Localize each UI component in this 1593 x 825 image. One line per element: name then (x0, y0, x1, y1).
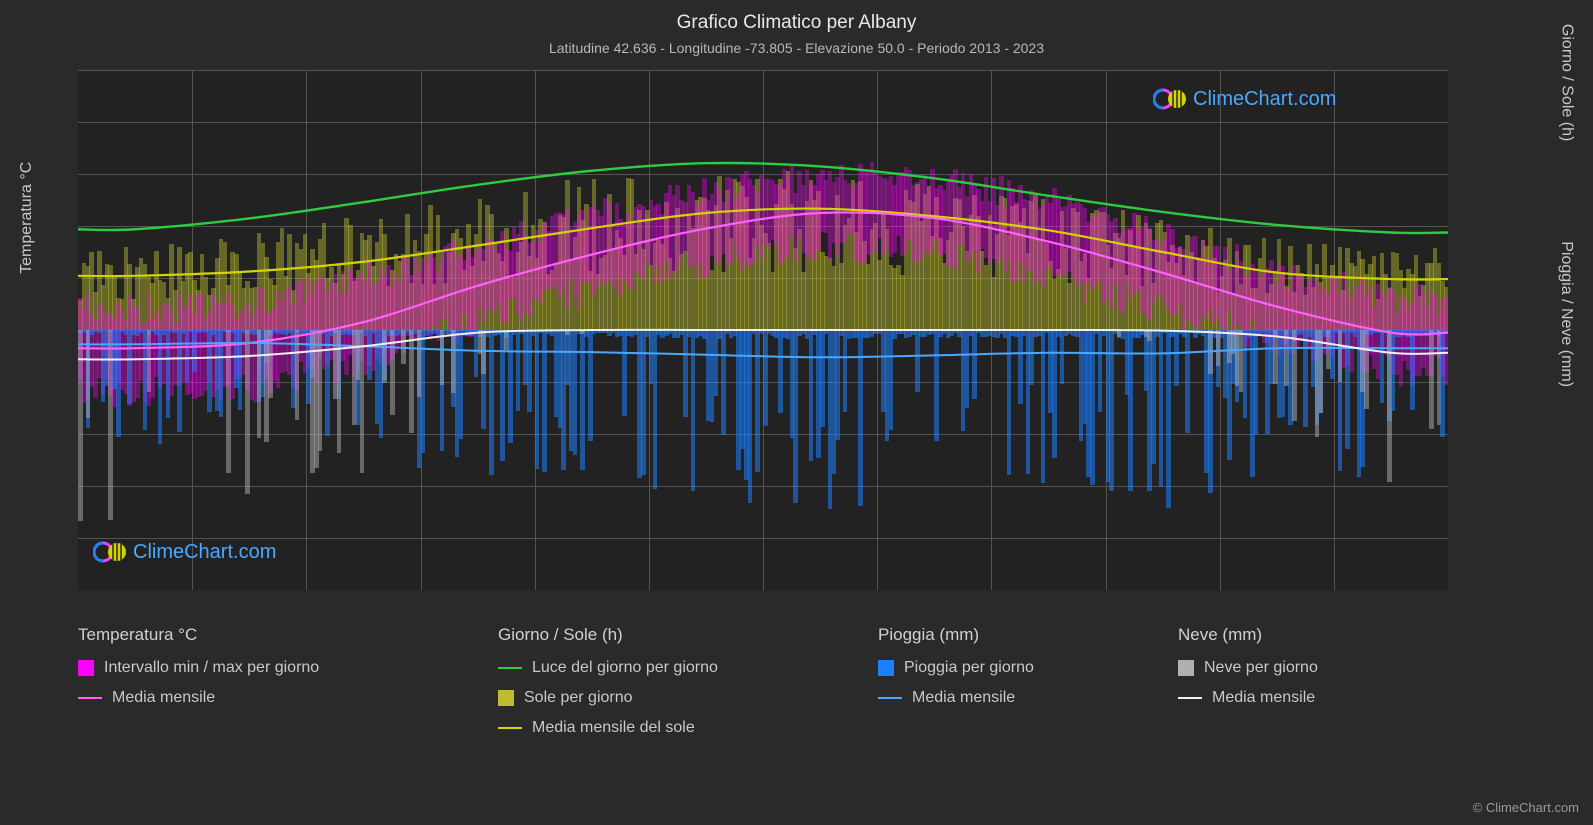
logo-icon (1153, 85, 1187, 113)
copyright-text: © ClimeChart.com (1473, 800, 1579, 815)
chart-subtitle: Latitudine 42.636 - Longitudine -73.805 … (0, 34, 1593, 56)
legend-swatch (1178, 697, 1202, 699)
legend-col-temperature: Temperatura °C Intervallo min / max per … (78, 625, 498, 749)
y-axis-right-bottom-title: Pioggia / Neve (mm) (1557, 241, 1575, 387)
legend: Temperatura °C Intervallo min / max per … (78, 625, 1508, 749)
logo-text: ClimeChart.com (1193, 88, 1336, 111)
legend-item: Media mensile (1178, 689, 1438, 707)
climechart-logo: ClimeChart.com (93, 538, 276, 566)
legend-swatch (878, 697, 902, 699)
legend-swatch (78, 660, 94, 676)
logo-icon (93, 538, 127, 566)
legend-swatch (498, 690, 514, 706)
plot-region: -50-40-30-20-100102030405006121824102030… (78, 70, 1448, 590)
legend-label: Media mensile (912, 689, 1015, 707)
legend-head: Pioggia (mm) (878, 625, 1178, 645)
legend-head: Temperatura °C (78, 625, 498, 645)
legend-label: Pioggia per giorno (904, 659, 1034, 677)
legend-label: Sole per giorno (524, 689, 633, 707)
legend-item: Luce del giorno per giorno (498, 659, 878, 677)
legend-swatch (498, 667, 522, 669)
chart-area: -50-40-30-20-100102030405006121824102030… (78, 70, 1448, 590)
legend-col-rain: Pioggia (mm) Pioggia per giorno Media men… (878, 625, 1178, 749)
legend-swatch (78, 697, 102, 699)
y-axis-left-title: Temperatura °C (18, 162, 36, 274)
legend-col-daylight: Giorno / Sole (h) Luce del giorno per gi… (498, 625, 878, 749)
legend-item: Neve per giorno (1178, 659, 1438, 677)
legend-head: Giorno / Sole (h) (498, 625, 878, 645)
legend-item: Media mensile (78, 689, 498, 707)
chart-title: Grafico Climatico per Albany (0, 0, 1593, 34)
legend-item: Intervallo min / max per giorno (78, 659, 498, 677)
daily-bars-layer (78, 70, 1448, 590)
legend-swatch (878, 660, 894, 676)
legend-item: Sole per giorno (498, 689, 878, 707)
legend-swatch (498, 727, 522, 729)
legend-item: Pioggia per giorno (878, 659, 1178, 677)
climechart-logo: ClimeChart.com (1153, 85, 1336, 113)
legend-item: Media mensile del sole (498, 719, 878, 737)
legend-label: Media mensile del sole (532, 719, 695, 737)
legend-col-snow: Neve (mm) Neve per giorno Media mensile (1178, 625, 1438, 749)
logo-text: ClimeChart.com (133, 541, 276, 564)
legend-item: Media mensile (878, 689, 1178, 707)
legend-label: Neve per giorno (1204, 659, 1318, 677)
legend-label: Intervallo min / max per giorno (104, 659, 319, 677)
y-axis-right-top-title: Giorno / Sole (h) (1557, 24, 1575, 141)
legend-label: Media mensile (1212, 689, 1315, 707)
legend-label: Luce del giorno per giorno (532, 659, 718, 677)
legend-swatch (1178, 660, 1194, 676)
legend-head: Neve (mm) (1178, 625, 1438, 645)
legend-label: Media mensile (112, 689, 215, 707)
